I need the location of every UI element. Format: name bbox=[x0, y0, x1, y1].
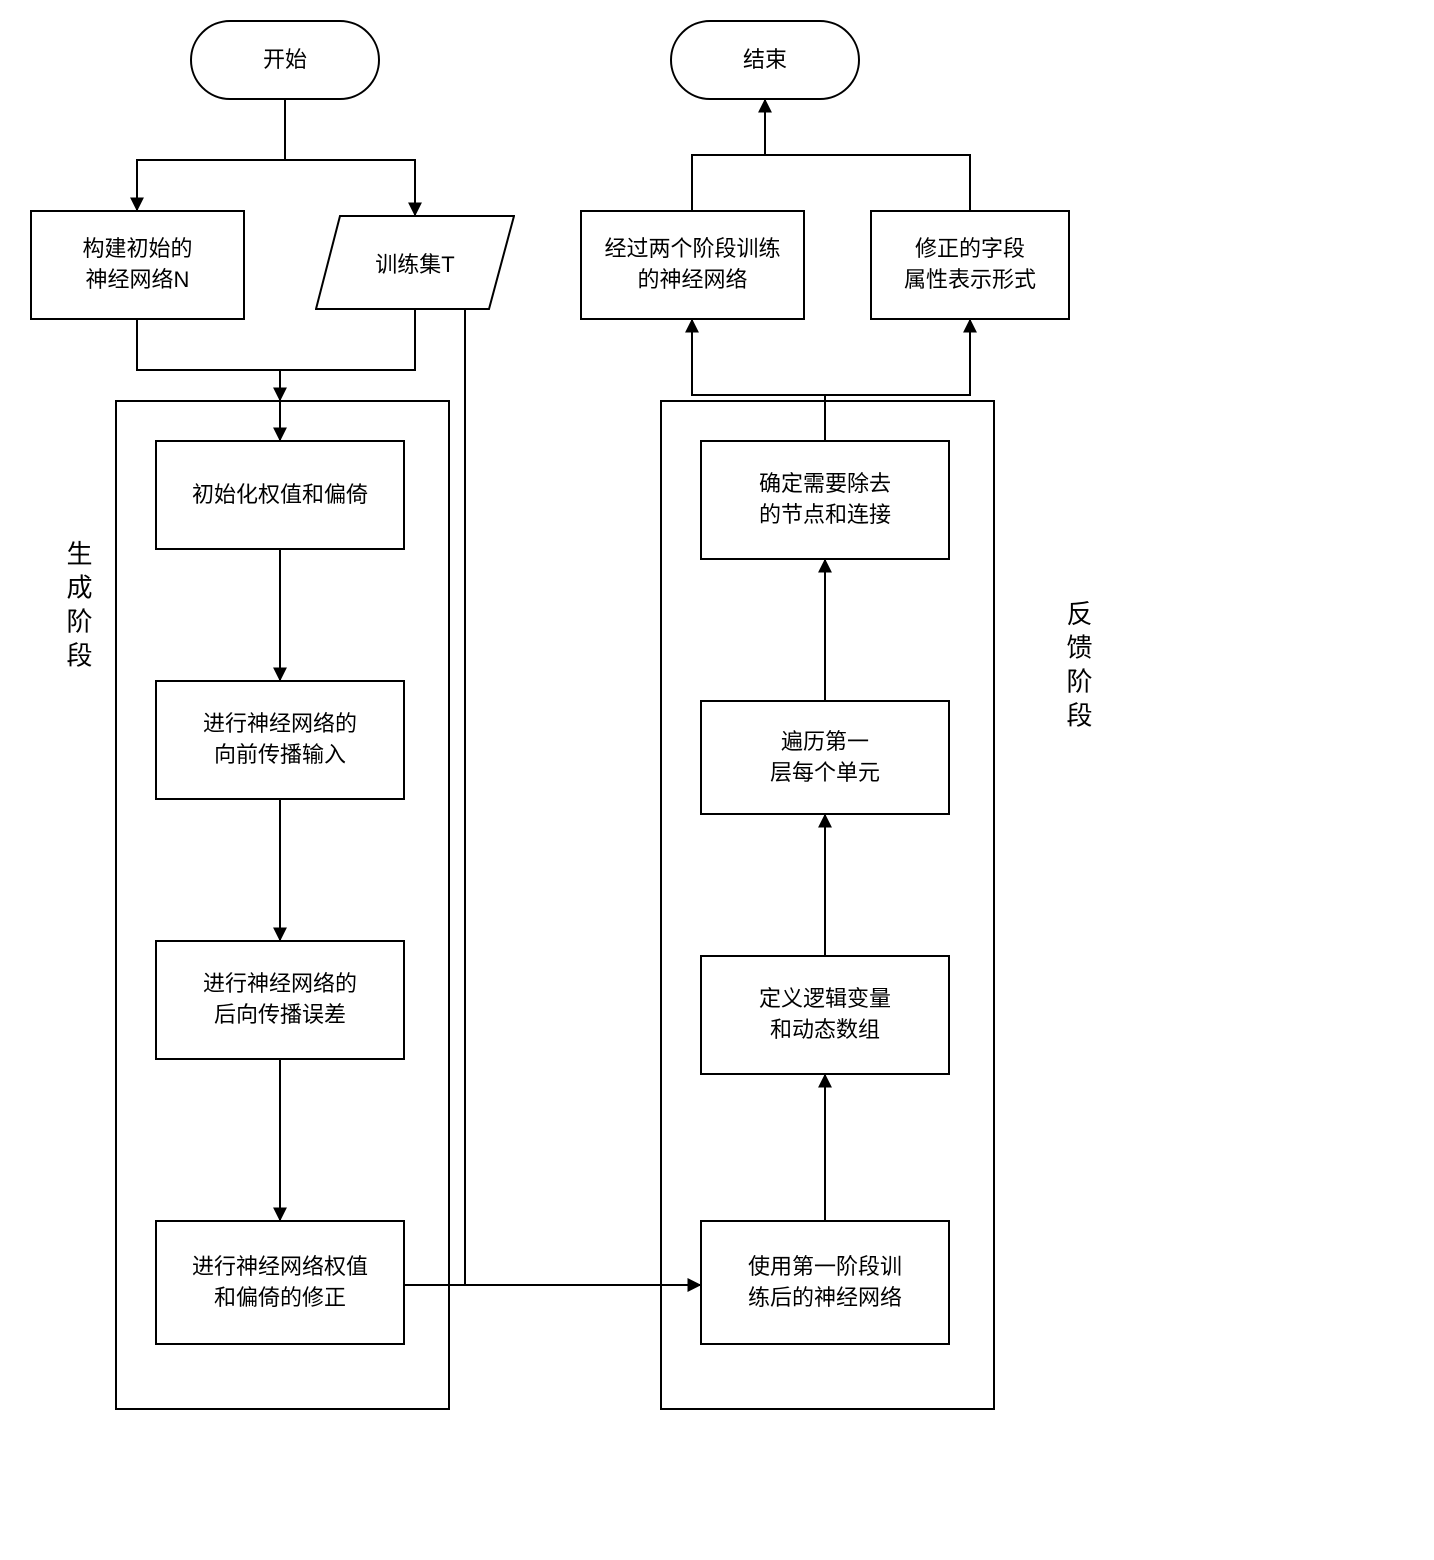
node-fb4: 确定需要除去 的节点和连接 bbox=[700, 440, 950, 560]
node-fb3: 遍历第一 层每个单元 bbox=[700, 700, 950, 815]
node-gen3: 进行神经网络的 后向传播误差 bbox=[155, 940, 405, 1060]
edge-trainT_to_phase bbox=[280, 310, 415, 370]
node-gen4: 进行神经网络权值 和偏倚的修正 bbox=[155, 1220, 405, 1345]
edge-fb4_out1 bbox=[692, 320, 825, 440]
edge-out2_end bbox=[765, 155, 970, 210]
node-fb1: 使用第一阶段训 练后的神经网络 bbox=[700, 1220, 950, 1345]
node-end: 结束 bbox=[670, 20, 860, 100]
node-buildN: 构建初始的 神经网络N bbox=[30, 210, 245, 320]
node-out1: 经过两个阶段训练 的神经网络 bbox=[580, 210, 805, 320]
node-gen1: 初始化权值和偏倚 bbox=[155, 440, 405, 550]
node-start: 开始 bbox=[190, 20, 380, 100]
edge-start_to_trainT bbox=[285, 160, 415, 215]
node-fb2: 定义逻辑变量 和动态数组 bbox=[700, 955, 950, 1075]
node-out2: 修正的字段 属性表示形式 bbox=[870, 210, 1070, 320]
phase-label-gen: 生成阶段 bbox=[60, 540, 97, 675]
phase-label-fb: 反馈阶段 bbox=[1060, 600, 1097, 735]
node-trainT: 训练集T bbox=[315, 215, 515, 310]
node-gen2: 进行神经网络的 向前传播输入 bbox=[155, 680, 405, 800]
edge-fb4_out2 bbox=[825, 320, 970, 395]
node-label: 训练集T bbox=[375, 247, 454, 279]
edge-buildN_to_phase bbox=[137, 320, 280, 400]
edge-out1_end bbox=[692, 100, 765, 210]
edge-start_bottom bbox=[137, 100, 285, 210]
edge-trainT_to_fb1 bbox=[465, 310, 700, 1285]
